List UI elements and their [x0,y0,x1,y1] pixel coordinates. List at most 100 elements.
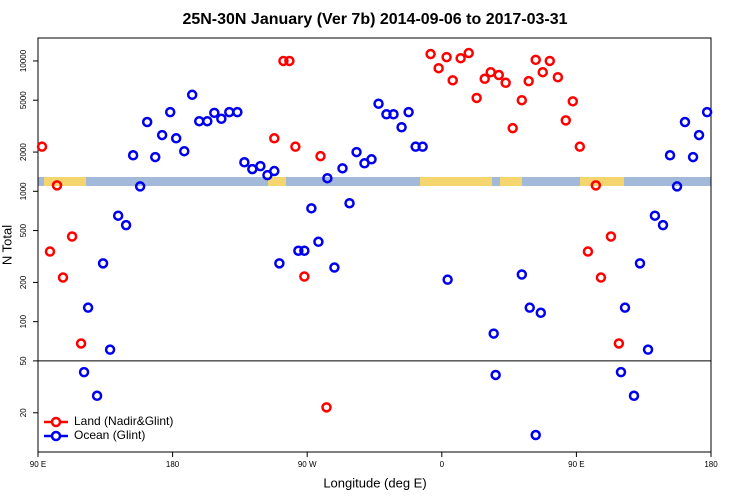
point [524,302,535,313]
point [134,181,146,192]
point [530,429,541,441]
y-tick-label: 5000 [19,91,28,109]
legend-marker [50,430,62,442]
point [619,302,631,313]
point [293,245,304,256]
point [433,62,444,74]
point [403,106,414,118]
point [91,390,103,402]
point [693,129,705,141]
point [51,180,63,191]
point [634,258,646,269]
point [590,180,602,191]
point [120,219,132,231]
point [284,55,295,67]
y-tick-label: 500 [19,223,28,237]
point [36,141,48,152]
point [112,210,124,221]
point [127,150,139,161]
point [337,163,348,174]
point [255,160,266,172]
x-tick-label: 90 W [298,460,317,469]
point [595,272,607,283]
point [582,246,594,257]
point [396,122,407,133]
y-tick-label: 10000 [19,49,28,72]
point [75,338,87,349]
point [471,92,482,104]
y-tick-label: 20 [19,408,28,417]
point [679,116,691,128]
point [193,115,205,127]
y-tick-label: 200 [19,275,28,289]
legend-label: Land (Nadir&Glint) [74,414,173,428]
point [299,245,310,256]
point [552,71,564,83]
point [613,338,625,349]
point [701,106,713,118]
point [664,150,676,161]
point [344,197,355,209]
point [329,262,340,273]
x-axis-label: Longitude (deg E) [323,475,426,490]
point [202,115,213,127]
point [560,115,572,126]
point [366,154,377,165]
point [671,181,683,192]
point [523,75,534,87]
point [290,141,301,152]
point [209,107,220,119]
point [306,203,317,214]
point [150,151,161,163]
y-axis-label: N Total [0,225,14,265]
legend-marker [50,416,62,428]
legend-label: Ocean (Glint) [74,428,145,442]
point [156,129,168,141]
point [530,54,541,66]
point [351,146,362,158]
point [299,271,310,282]
point [425,48,436,60]
point [447,75,458,86]
point [463,47,474,59]
point [373,98,384,109]
point [605,231,617,242]
point [455,52,466,64]
point [322,172,333,184]
point [78,366,90,378]
point [247,163,258,175]
point [269,133,280,144]
point [232,106,243,118]
point [224,106,235,118]
point [544,55,556,67]
point [479,73,490,85]
point [170,133,182,144]
point [321,402,332,413]
x-tick-label: 90 E [568,460,584,469]
point [141,116,153,128]
point [313,236,324,248]
point [44,246,56,257]
point [574,141,586,152]
y-tick-label: 1000 [19,182,28,200]
point [315,150,326,162]
point [535,307,547,319]
chart-title: 25N-30N January (Ver 7b) 2014-09-06 to 2… [182,11,567,28]
point [239,157,250,168]
surface-strip [38,177,711,186]
y-tick-label: 100 [19,314,28,328]
point [388,109,399,120]
point [82,302,94,313]
point [628,390,640,402]
point [642,344,654,355]
point [485,66,496,78]
point [488,328,499,339]
point [490,369,501,381]
x-tick-label: 90 E [30,460,46,469]
point [442,274,453,285]
point [97,258,109,269]
y-tick-label: 2000 [19,143,28,161]
x-tick-label: 180 [704,460,718,469]
point [417,141,428,152]
